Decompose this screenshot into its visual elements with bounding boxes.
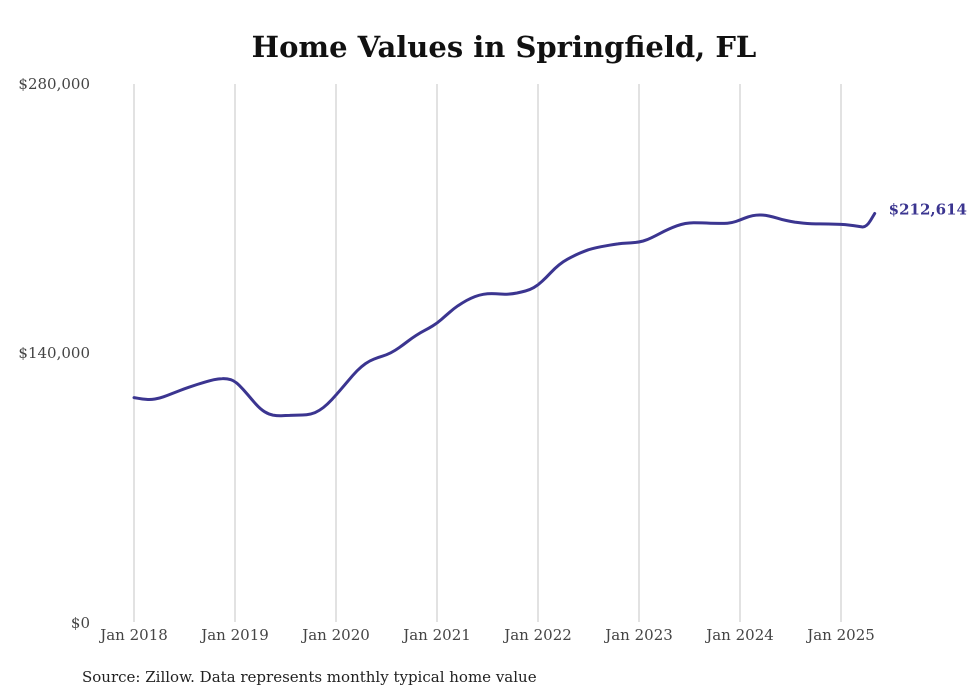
x-tick-label: Jan 2021 bbox=[401, 626, 471, 644]
x-tick-label: Jan 2022 bbox=[502, 626, 572, 644]
end-label-layer: $212,614 bbox=[889, 200, 967, 218]
y-axis-ticks: $280,000 $140,000 $0 bbox=[18, 75, 90, 632]
x-tick-label: Jan 2024 bbox=[704, 626, 774, 644]
x-tick-label: Jan 2020 bbox=[300, 626, 370, 644]
x-tick-label: Jan 2023 bbox=[603, 626, 673, 644]
series-line bbox=[132, 212, 877, 418]
end-value-label: $212,614 bbox=[889, 200, 967, 218]
y-tick-label: $0 bbox=[71, 614, 90, 632]
gridlines bbox=[133, 84, 842, 622]
y-tick-label: $280,000 bbox=[18, 75, 90, 93]
x-tick-label: Jan 2019 bbox=[199, 626, 269, 644]
line-chart: $280,000$140,000$0 Jan 2018 Jan 2019 Jan 2… bbox=[18, 75, 967, 644]
source-note: Source: Zillow. Data represents monthly … bbox=[82, 668, 537, 686]
chart-title: Home Values in Springfield, FL bbox=[251, 30, 757, 64]
series-layer bbox=[132, 212, 877, 418]
x-tick-label: Jan 2018 bbox=[98, 626, 168, 644]
x-axis-ticks: Jan 2018 Jan 2019 Jan 2020 Jan 2021 Jan 2022… bbox=[98, 626, 875, 644]
x-tick-label: Jan 2025 bbox=[805, 626, 875, 644]
y-tick-label: $140,000 bbox=[18, 344, 90, 362]
